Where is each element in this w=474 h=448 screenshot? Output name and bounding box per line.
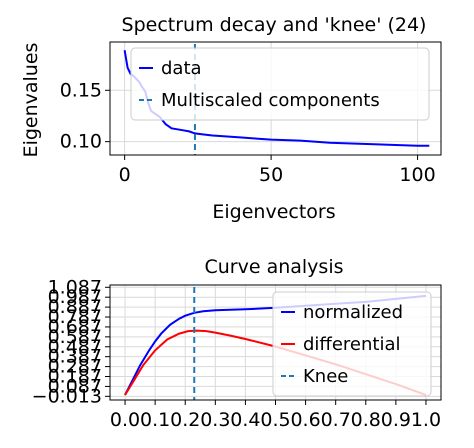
legend-label: differential [303,334,400,355]
x-tick-label: 0.9 [381,409,411,431]
x-tick-label: 0.8 [351,409,381,431]
top-chart-y-axis-label: Eigenvalues [20,43,42,158]
y-tick-label: 0.687 [48,316,102,338]
legend-box [130,47,430,121]
y-tick-label: −0.013 [32,385,102,407]
legend-label: Knee [303,366,348,387]
x-tick-label: 0.6 [290,409,320,431]
plot-frame [109,41,442,156]
legend-box [272,291,432,397]
y-tick-label: 0.587 [48,326,102,348]
legend-label: normalized [303,302,403,323]
x-tick-label: 0.4 [230,409,260,431]
y-tick-label: 0.187 [48,366,102,388]
y-tick-label: 0.487 [48,336,102,358]
x-tick-label: 50 [259,164,283,186]
y-tick-label: 0.887 [48,296,102,318]
x-tick-label: 0.3 [200,409,230,431]
y-tick-label: 0.087 [48,375,102,397]
y-tick-label: 0.787 [48,306,102,328]
x-tick-label: 100 [399,164,435,186]
top-chart: Spectrum decay and 'knee' (24) Eigenvect… [20,14,442,223]
legend-label: Multiscaled components [161,90,380,111]
y-tick-label: 0.987 [48,286,102,308]
y-tick-label: 0.387 [48,346,102,368]
x-tick-label: 0.7 [321,409,351,431]
bottom-chart: Curve analysis 0.0 0.1 0.2 0.3 0.4 0.5 0.6 0.7 0… [32,256,442,431]
x-tick-label: 0.1 [140,409,170,431]
legend-label: data [161,58,202,79]
y-tick-label: 1.087 [48,276,102,298]
x-tick-label: 1.0 [411,409,441,431]
x-tick-label: 0.5 [260,409,290,431]
x-tick-label: 0.0 [110,409,140,431]
x-tick-label: 0.2 [170,409,200,431]
top-chart-title: Spectrum decay and 'knee' (24) [122,14,427,36]
y-tick-label: 0.287 [48,356,102,378]
x-tick-label: 0 [119,164,131,186]
bottom-chart-title: Curve analysis [204,256,343,278]
y-tick-label: 0.15 [60,79,102,101]
top-chart-x-axis-label: Eigenvectors [212,201,335,223]
y-tick-label: 0.10 [60,131,102,153]
